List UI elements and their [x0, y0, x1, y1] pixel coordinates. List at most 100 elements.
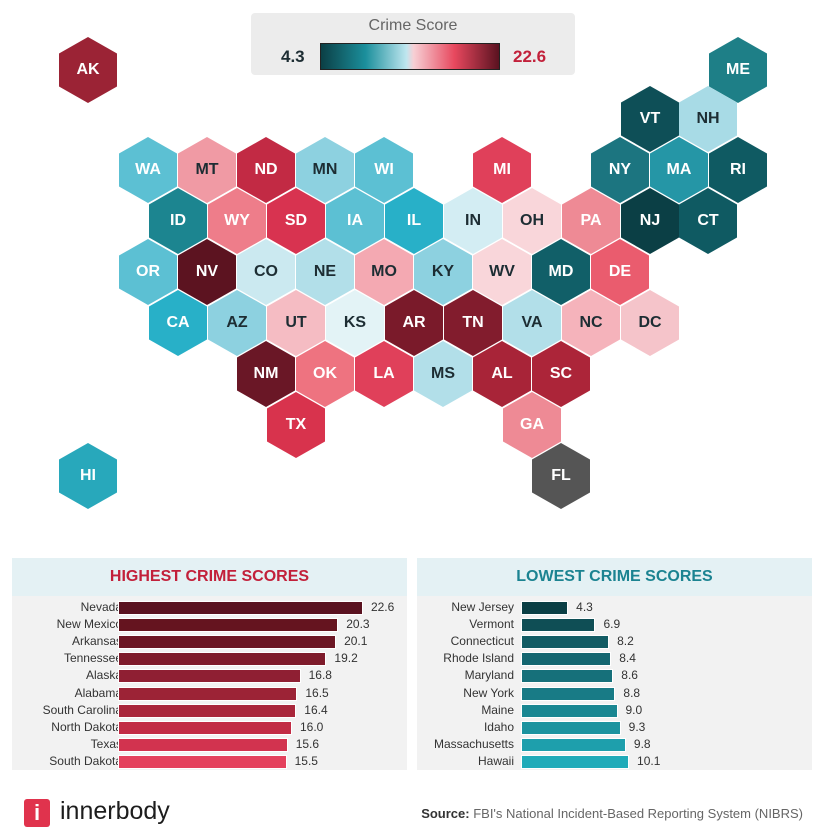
bar-value: 22.6 [370, 600, 395, 614]
bar-value: 6.9 [603, 617, 621, 632]
bar-label: Texas [90, 736, 122, 751]
state-hex-ny: NY [591, 137, 649, 203]
bar [521, 601, 569, 615]
state-hex-ma: MA [650, 137, 708, 203]
bar-row: Vermont 6.9 [417, 616, 812, 633]
legend-max: 22.6 [513, 47, 547, 66]
legend-gradient [320, 43, 500, 70]
bar [118, 720, 292, 735]
bar [521, 686, 616, 701]
state-hex-vt: VT [621, 86, 679, 152]
bar-row: New Mexico 20.3 [12, 616, 407, 633]
bar-row: Alaska 16.8 [12, 667, 407, 684]
state-hex-ri: RI [709, 137, 767, 203]
bar [521, 652, 612, 667]
lowest-panel: LOWEST CRIME SCORES New Jersey 4.3 Vermont… [417, 558, 812, 770]
bar-label: Maryland [464, 668, 514, 683]
highest-title: HIGHEST CRIME SCORES [12, 558, 407, 596]
bar-row: South Dakota 15.5 [12, 753, 407, 770]
bar [521, 703, 618, 718]
bar [118, 737, 288, 752]
bar-label: Idaho [483, 719, 514, 734]
bar-label: Rhode Island [443, 651, 514, 666]
bar-value: 16.0 [300, 719, 324, 734]
bar-value: 16.8 [308, 668, 332, 683]
bar [118, 754, 287, 769]
bar-label: Connecticut [450, 634, 514, 649]
bar-label: New Mexico [56, 617, 122, 632]
state-hex-mt: MT [178, 137, 236, 203]
bar-value: 9.3 [628, 719, 646, 734]
state-hex-ct: CT [679, 188, 737, 254]
state-hex-hi: HI [59, 443, 117, 509]
bar [521, 754, 630, 769]
bar-row: Texas 15.6 [12, 736, 407, 753]
legend-title: Crime Score [368, 17, 458, 34]
bar-row: Alabama 16.5 [12, 685, 407, 702]
bar-row: Connecticut 8.2 [417, 633, 812, 650]
bar-row: North Dakota 16.0 [12, 719, 407, 736]
bar [118, 635, 337, 650]
bar-value: 16.4 [304, 702, 328, 717]
bar-value: 20.1 [344, 634, 368, 649]
bar-row: Nevada 22.6 [12, 599, 407, 616]
state-hex-ca: CA [149, 290, 207, 356]
bar-value: 15.5 [294, 753, 318, 768]
state-hex-fl: FL [532, 443, 590, 509]
crime-score-legend: Crime Score 4.3 22.6 [251, 13, 575, 75]
state-hex-md: MD [532, 239, 590, 305]
bar [521, 669, 614, 684]
state-hex-ga: GA [503, 392, 561, 458]
state-hex-nc: NC [562, 290, 620, 356]
state-hex-oh: OH [503, 188, 561, 254]
bar [118, 601, 363, 615]
bar-row: New Jersey 4.3 [417, 599, 812, 616]
bar-value: 9.8 [633, 736, 651, 751]
bar-row: Maryland 8.6 [417, 667, 812, 684]
bar [521, 737, 626, 752]
bar-row: Tennessee 19.2 [12, 650, 407, 667]
bar-value: 8.6 [621, 668, 638, 683]
bar-label: Alabama [74, 685, 122, 700]
bar-label: South Carolina [42, 702, 122, 717]
state-hex-wa: WA [119, 137, 177, 203]
bar-row: Maine 9.0 [417, 702, 812, 719]
bar-row: Arkansas 20.1 [12, 633, 407, 650]
bar-label: South Dakota [49, 753, 122, 768]
bar-value: 8.4 [619, 651, 636, 666]
bar-value: 9.0 [625, 702, 643, 717]
highest-panel: HIGHEST CRIME SCORES Nevada 22.6 New Mexic… [12, 558, 407, 770]
state-hex-ak: AK [59, 37, 117, 103]
state-hex-nv: NV [178, 239, 236, 305]
bar-row: Idaho 9.3 [417, 719, 812, 736]
bar-value: 10.1 [637, 753, 661, 768]
state-hex-dc: DC [621, 290, 679, 356]
bar-label: Maine [481, 702, 514, 717]
bar-value: 19.2 [334, 651, 358, 666]
bar [118, 669, 301, 684]
state-hex-nh: NH [679, 86, 737, 152]
state-hex-va: VA [503, 290, 561, 356]
bar-label: Massachusetts [433, 736, 514, 751]
bar-row: Hawaii 10.1 [417, 753, 812, 770]
bar-label: New Jersey [451, 600, 514, 614]
bar-row: New York 8.8 [417, 685, 812, 702]
bar-value: 8.8 [623, 685, 641, 700]
bar [521, 618, 596, 633]
bar [118, 686, 298, 701]
state-hex-nj: NJ [621, 188, 679, 254]
bar-row: Rhode Island 8.4 [417, 650, 812, 667]
source-note: Source: FBI's National Incident-Based Re… [421, 806, 803, 821]
lowest-title: LOWEST CRIME SCORES [417, 558, 812, 596]
bar [118, 618, 339, 633]
bar-label: Hawaii [477, 753, 514, 768]
bar [118, 652, 327, 667]
bar-value: 20.3 [346, 617, 370, 632]
bar-label: Nevada [80, 600, 122, 614]
bar-value: 15.6 [295, 736, 320, 751]
bar-value: 4.3 [576, 600, 593, 614]
bar-label: Arkansas [71, 634, 122, 649]
state-hex-sc: SC [532, 341, 590, 407]
bar-label: Vermont [469, 617, 514, 632]
source-text: FBI's National Incident-Based Reporting … [469, 806, 803, 821]
